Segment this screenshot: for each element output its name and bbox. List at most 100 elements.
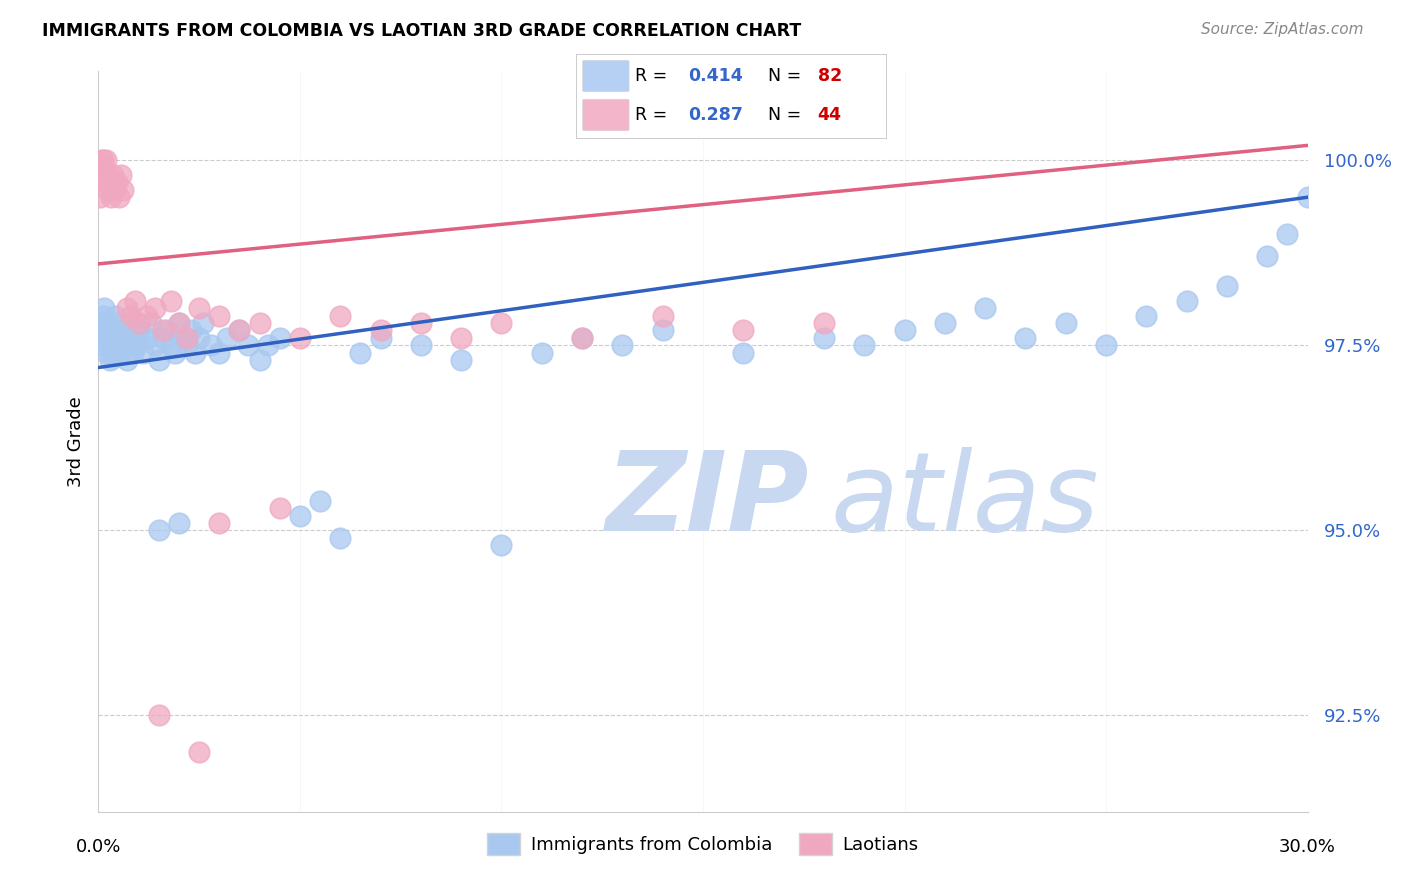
- Point: [105, 176, 128, 190]
- Point: [128, 316, 150, 330]
- Point: [104, 309, 127, 323]
- Point: [249, 316, 271, 330]
- Point: [120, 309, 142, 323]
- Text: 82: 82: [818, 67, 842, 85]
- Y-axis label: 3rd Grade: 3rd Grade: [66, 396, 84, 487]
- Point: [94, 176, 117, 190]
- Point: [813, 331, 835, 345]
- Point: [120, 316, 142, 330]
- Point: [651, 309, 673, 323]
- Point: [105, 338, 128, 352]
- Point: [103, 183, 125, 197]
- Point: [148, 353, 170, 368]
- Point: [208, 309, 231, 323]
- Point: [491, 538, 513, 552]
- Point: [100, 324, 122, 338]
- Point: [491, 316, 513, 330]
- Text: 0.287: 0.287: [688, 106, 742, 124]
- Point: [893, 324, 915, 338]
- Point: [1256, 250, 1278, 264]
- Point: [101, 168, 124, 182]
- Point: [208, 516, 231, 530]
- Point: [111, 338, 134, 352]
- Point: [96, 168, 118, 182]
- Point: [115, 353, 138, 368]
- Point: [269, 501, 291, 516]
- Point: [236, 338, 259, 352]
- Point: [571, 331, 593, 345]
- Point: [180, 324, 202, 338]
- Point: [288, 508, 311, 523]
- Legend: Immigrants from Colombia, Laotians: Immigrants from Colombia, Laotians: [481, 825, 925, 862]
- Point: [163, 345, 186, 359]
- Point: [143, 338, 166, 352]
- Point: [107, 190, 129, 204]
- Point: [89, 331, 111, 345]
- Point: [1135, 309, 1157, 323]
- Point: [1277, 227, 1299, 242]
- Point: [97, 316, 120, 330]
- Point: [93, 301, 115, 316]
- Point: [124, 331, 146, 345]
- Point: [409, 316, 432, 330]
- Point: [107, 345, 129, 359]
- Point: [571, 331, 593, 345]
- Point: [1216, 279, 1239, 293]
- Point: [309, 493, 332, 508]
- Point: [110, 168, 132, 182]
- Point: [530, 345, 553, 359]
- Text: R =: R =: [636, 106, 673, 124]
- Point: [329, 531, 352, 545]
- Point: [121, 345, 143, 359]
- Point: [450, 353, 472, 368]
- Point: [217, 331, 239, 345]
- Text: 44: 44: [818, 106, 842, 124]
- Point: [103, 345, 125, 359]
- Point: [188, 301, 211, 316]
- Point: [228, 324, 250, 338]
- Point: [269, 331, 291, 345]
- Point: [148, 524, 170, 538]
- Point: [813, 316, 835, 330]
- Point: [1095, 338, 1118, 352]
- Text: IMMIGRANTS FROM COLOMBIA VS LAOTIAN 3RD GRADE CORRELATION CHART: IMMIGRANTS FROM COLOMBIA VS LAOTIAN 3RD …: [42, 22, 801, 40]
- Point: [1296, 190, 1319, 204]
- Point: [612, 338, 634, 352]
- Text: R =: R =: [636, 67, 673, 85]
- Point: [89, 190, 111, 204]
- Point: [132, 345, 155, 359]
- Point: [148, 708, 170, 723]
- Point: [91, 168, 114, 182]
- Text: N =: N =: [768, 67, 807, 85]
- Point: [90, 153, 112, 168]
- Point: [184, 345, 207, 359]
- Point: [114, 331, 136, 345]
- Point: [101, 331, 124, 345]
- Point: [139, 316, 162, 330]
- Point: [124, 293, 146, 308]
- Point: [160, 293, 183, 308]
- Point: [176, 338, 198, 352]
- Point: [135, 309, 157, 323]
- Point: [188, 331, 211, 345]
- Point: [651, 324, 673, 338]
- Point: [450, 331, 472, 345]
- Point: [853, 338, 876, 352]
- Point: [91, 309, 114, 323]
- Text: 0.414: 0.414: [688, 67, 742, 85]
- Point: [934, 316, 956, 330]
- Point: [143, 301, 166, 316]
- Text: 0.0%: 0.0%: [76, 838, 121, 855]
- Point: [208, 345, 231, 359]
- Point: [370, 331, 392, 345]
- Point: [167, 316, 190, 330]
- Point: [288, 331, 311, 345]
- Point: [167, 316, 190, 330]
- Point: [110, 324, 132, 338]
- Point: [349, 345, 371, 359]
- FancyBboxPatch shape: [582, 99, 628, 130]
- Point: [733, 324, 755, 338]
- Point: [256, 338, 278, 352]
- Point: [96, 345, 118, 359]
- Point: [370, 324, 392, 338]
